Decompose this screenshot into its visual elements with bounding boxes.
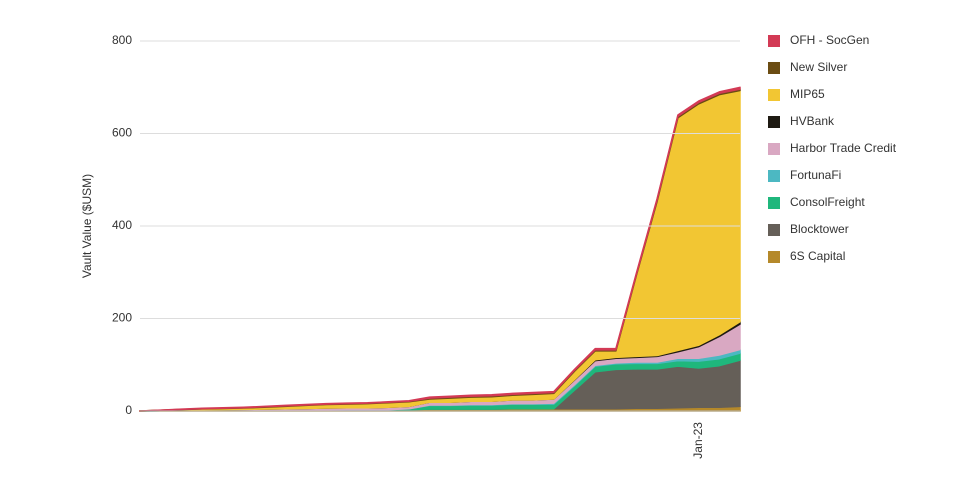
legend-swatch bbox=[768, 224, 780, 236]
y-tick-label: 400 bbox=[112, 218, 132, 232]
legend-label: New Silver bbox=[790, 60, 847, 74]
x-tick-label: Jan-23 bbox=[691, 422, 705, 459]
legend-label: FortunaFi bbox=[790, 168, 841, 182]
legend-swatch bbox=[768, 170, 780, 182]
y-tick-label: 0 bbox=[125, 403, 132, 417]
legend-swatch bbox=[768, 116, 780, 128]
legend-label: ConsolFreight bbox=[790, 195, 865, 209]
y-axis-label: Vault Value ($USM) bbox=[80, 174, 94, 278]
area bbox=[139, 86, 741, 412]
legend-label: MIP65 bbox=[790, 87, 825, 101]
legend-label: Harbor Trade Credit bbox=[790, 141, 897, 155]
legend-label: HVBank bbox=[790, 114, 835, 128]
legend-swatch bbox=[768, 197, 780, 209]
legend-label: 6S Capital bbox=[790, 249, 845, 263]
y-tick-label: 600 bbox=[112, 126, 132, 140]
legend-swatch bbox=[768, 143, 780, 155]
legend-swatch bbox=[768, 89, 780, 101]
legend-swatch bbox=[768, 62, 780, 74]
legend-label: OFH - SocGen bbox=[790, 33, 869, 47]
legend-swatch bbox=[768, 35, 780, 47]
plot-area bbox=[139, 86, 741, 412]
legend-label: Blocktower bbox=[790, 222, 849, 236]
legend-swatch bbox=[768, 251, 780, 263]
legend: OFH - SocGen New Silver MIP65 HVBank Harbor … bbox=[768, 33, 897, 263]
y-tick-label: 200 bbox=[112, 311, 132, 325]
y-tick-label: 800 bbox=[112, 33, 132, 47]
